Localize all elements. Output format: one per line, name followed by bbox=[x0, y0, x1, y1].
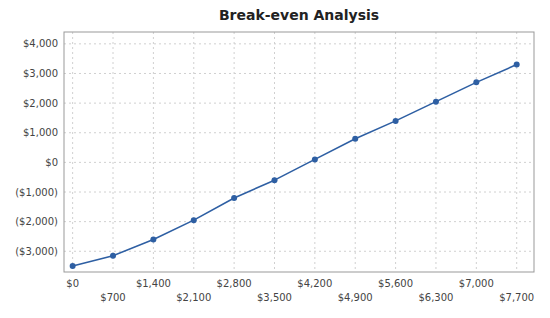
marker bbox=[231, 195, 237, 201]
x-grid-line bbox=[234, 32, 235, 272]
y-grid-line bbox=[64, 221, 534, 222]
marker bbox=[271, 177, 277, 183]
chart-container: Break-even Analysis ($3,000) ($2,000) ($1,0… bbox=[0, 0, 550, 318]
x-tick-label: $6,300 bbox=[418, 292, 453, 303]
y-grid-line bbox=[64, 43, 534, 44]
x-tick-label: $5,600 bbox=[378, 278, 413, 289]
y-tick-label: ($2,000) bbox=[15, 216, 58, 227]
title: Break-even Analysis bbox=[219, 7, 379, 23]
marker bbox=[433, 99, 439, 105]
x-grid-line bbox=[72, 32, 73, 272]
x-grid-line bbox=[395, 32, 396, 272]
y-tick-label: ($3,000) bbox=[15, 246, 58, 257]
x-tick-label: $700 bbox=[100, 292, 125, 303]
x-grid-line bbox=[516, 32, 517, 272]
y-tick-label: $3,000 bbox=[23, 68, 58, 79]
x-tick-label: $2,800 bbox=[217, 278, 252, 289]
y-tick-label: $2,000 bbox=[23, 98, 58, 109]
marker bbox=[352, 136, 358, 142]
axes: ($3,000) ($2,000) ($1,000) $0 $1,000 $2,000 $3… bbox=[15, 32, 534, 303]
marker bbox=[191, 217, 197, 223]
x-grid-line bbox=[476, 32, 477, 272]
marker bbox=[473, 79, 479, 85]
marker bbox=[312, 156, 318, 162]
x-grid-line bbox=[435, 32, 436, 272]
y-grid-line bbox=[64, 103, 534, 104]
x-grid-line bbox=[355, 32, 356, 272]
plot-frame bbox=[64, 32, 534, 272]
x-grid-line bbox=[193, 32, 194, 272]
x-tick-label: $0 bbox=[66, 278, 79, 289]
chart: Break-even Analysis ($3,000) ($2,000) ($1,0… bbox=[0, 0, 550, 318]
y-tick-label: $0 bbox=[45, 157, 58, 168]
x-grid-line bbox=[113, 32, 114, 272]
marker bbox=[393, 118, 399, 124]
x-grid-line bbox=[314, 32, 315, 272]
x-tick-label: $2,100 bbox=[176, 292, 211, 303]
y-grid-line bbox=[64, 162, 534, 163]
x-grid-line bbox=[274, 32, 275, 272]
y-tick-label: $1,000 bbox=[23, 127, 58, 138]
x-tick-label: $4,900 bbox=[338, 292, 373, 303]
y-grid-line bbox=[64, 132, 534, 133]
x-grid-line bbox=[153, 32, 154, 272]
x-tick-label: $1,400 bbox=[136, 278, 171, 289]
line bbox=[73, 65, 517, 266]
grid bbox=[64, 32, 534, 272]
x-tick-label: $3,500 bbox=[257, 292, 292, 303]
x-tick-label: $4,200 bbox=[297, 278, 332, 289]
x-tick-label: $7,000 bbox=[459, 278, 494, 289]
y-grid-line bbox=[64, 251, 534, 252]
y-grid-line bbox=[64, 73, 534, 74]
y-tick-label: ($1,000) bbox=[15, 187, 58, 198]
marker bbox=[150, 236, 156, 242]
marker bbox=[70, 263, 76, 269]
x-tick-label: $7,700 bbox=[499, 292, 534, 303]
series bbox=[70, 62, 520, 269]
marker bbox=[514, 62, 520, 68]
marker bbox=[110, 253, 116, 259]
y-grid-line bbox=[64, 192, 534, 193]
y-tick-label: $4,000 bbox=[23, 38, 58, 49]
